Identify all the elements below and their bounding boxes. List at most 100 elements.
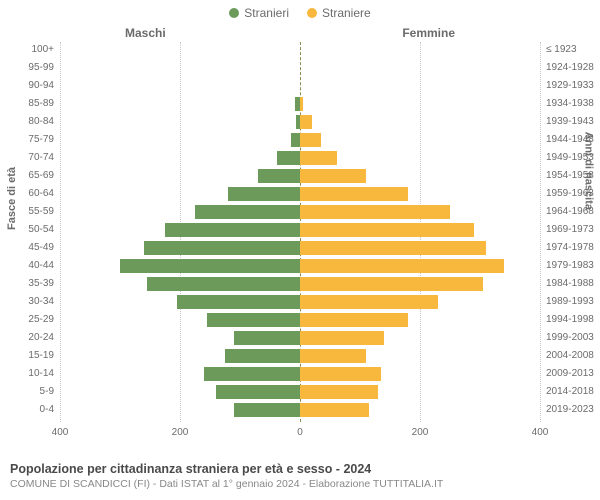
bar-female — [300, 205, 450, 219]
bar-female — [300, 187, 408, 201]
age-label: 40-44 — [28, 260, 54, 271]
age-label: 35-39 — [28, 278, 54, 289]
bar-male — [207, 313, 300, 327]
bar-female — [300, 277, 483, 291]
legend-label-male: Stranieri — [244, 6, 289, 20]
legend-swatch-female — [307, 8, 317, 18]
age-row: 95-991924-1928 — [60, 60, 540, 78]
age-label: 20-24 — [28, 332, 54, 343]
age-row: 65-691954-1958 — [60, 168, 540, 186]
birth-year-label: 1974-1978 — [546, 242, 594, 253]
age-label: 5-9 — [40, 386, 54, 397]
birth-year-label: 1929-1933 — [546, 80, 594, 91]
chart-footer: Popolazione per cittadinanza straniera p… — [10, 462, 443, 490]
column-header-male: Maschi — [125, 26, 166, 40]
bar-male — [291, 133, 300, 147]
bar-male — [177, 295, 300, 309]
age-row: 80-841939-1943 — [60, 114, 540, 132]
birth-year-label: 1964-1968 — [546, 206, 594, 217]
grid-line — [540, 42, 541, 422]
legend-label-female: Straniere — [322, 6, 371, 20]
age-row: 5-92014-2018 — [60, 384, 540, 402]
bar-male — [234, 331, 300, 345]
x-tick: 0 — [297, 427, 303, 438]
bar-male — [258, 169, 300, 183]
bar-male — [225, 349, 300, 363]
age-label: 75-79 — [28, 134, 54, 145]
bar-male — [228, 187, 300, 201]
age-label: 10-14 — [28, 368, 54, 379]
bar-female — [300, 349, 366, 363]
age-label: 55-59 — [28, 206, 54, 217]
age-row: 100+≤ 1923 — [60, 42, 540, 60]
age-label: 45-49 — [28, 242, 54, 253]
bar-female — [300, 223, 474, 237]
birth-year-label: 1989-1993 — [546, 296, 594, 307]
birth-year-label: 1939-1943 — [546, 116, 594, 127]
age-label: 30-34 — [28, 296, 54, 307]
bar-female — [300, 313, 408, 327]
birth-year-label: 1944-1948 — [546, 134, 594, 145]
birth-year-label: 2009-2013 — [546, 368, 594, 379]
bar-male — [147, 277, 300, 291]
bar-female — [300, 241, 486, 255]
age-label: 100+ — [31, 44, 54, 55]
age-label: 90-94 — [28, 80, 54, 91]
bar-female — [300, 331, 384, 345]
bar-female — [300, 151, 337, 165]
legend-item-female: Straniere — [307, 6, 371, 20]
age-label: 95-99 — [28, 62, 54, 73]
bar-female — [300, 259, 504, 273]
age-row: 25-291994-1998 — [60, 312, 540, 330]
age-label: 80-84 — [28, 116, 54, 127]
bar-male — [204, 367, 300, 381]
bar-female — [300, 133, 321, 147]
birth-year-label: 1924-1928 — [546, 62, 594, 73]
y-axis-title-left: Fasce di età — [6, 167, 18, 230]
age-row: 45-491974-1978 — [60, 240, 540, 258]
age-label: 85-89 — [28, 98, 54, 109]
birth-year-label: 1994-1998 — [546, 314, 594, 325]
birth-year-label: 1949-1953 — [546, 152, 594, 163]
birth-year-label: 1954-1958 — [546, 170, 594, 181]
birth-year-label: ≤ 1923 — [546, 44, 577, 55]
x-tick: 200 — [172, 427, 189, 438]
age-label: 15-19 — [28, 350, 54, 361]
pyramid-chart-container: Stranieri Straniere Maschi Femmine Fasce… — [0, 0, 600, 500]
age-row: 90-941929-1933 — [60, 78, 540, 96]
age-label: 50-54 — [28, 224, 54, 235]
birth-year-label: 1999-2003 — [546, 332, 594, 343]
bar-male — [195, 205, 300, 219]
legend-item-male: Stranieri — [229, 6, 289, 20]
bar-male — [144, 241, 300, 255]
age-row: 70-741949-1953 — [60, 150, 540, 168]
x-tick: 400 — [52, 427, 69, 438]
bar-male — [277, 151, 300, 165]
birth-year-label: 1979-1983 — [546, 260, 594, 271]
bar-female — [300, 385, 378, 399]
age-row: 60-641959-1963 — [60, 186, 540, 204]
bar-female — [300, 169, 366, 183]
birth-year-label: 1959-1963 — [546, 188, 594, 199]
birth-year-label: 1969-1973 — [546, 224, 594, 235]
birth-year-label: 2004-2008 — [546, 350, 594, 361]
bar-male — [234, 403, 300, 417]
age-label: 70-74 — [28, 152, 54, 163]
column-header-female: Femmine — [402, 26, 455, 40]
legend-swatch-male — [229, 8, 239, 18]
age-label: 25-29 — [28, 314, 54, 325]
age-row: 40-441979-1983 — [60, 258, 540, 276]
age-row: 50-541969-1973 — [60, 222, 540, 240]
bar-female — [300, 97, 303, 111]
age-label: 60-64 — [28, 188, 54, 199]
legend: Stranieri Straniere — [0, 0, 600, 20]
birth-year-label: 1984-1988 — [546, 278, 594, 289]
age-label: 65-69 — [28, 170, 54, 181]
age-row: 75-791944-1948 — [60, 132, 540, 150]
age-row: 15-192004-2008 — [60, 348, 540, 366]
x-tick: 200 — [412, 427, 429, 438]
age-label: 0-4 — [40, 404, 54, 415]
birth-year-label: 2014-2018 — [546, 386, 594, 397]
age-row: 10-142009-2013 — [60, 366, 540, 384]
birth-year-label: 1934-1938 — [546, 98, 594, 109]
